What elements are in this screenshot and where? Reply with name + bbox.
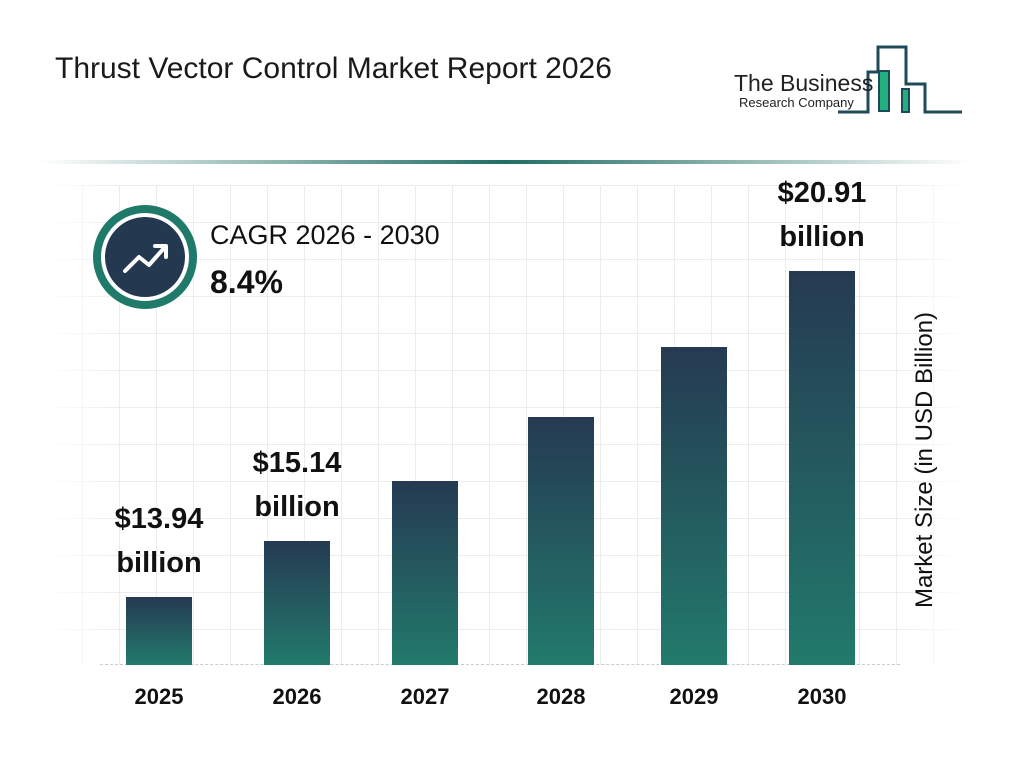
x-tick-label: 2030 [797, 684, 847, 709]
data-label-2030: $20.91 billion [777, 177, 867, 253]
logo-text-1: The Business [734, 70, 874, 96]
logo-text-2: Research Company [739, 95, 854, 110]
x-tick-label: 2026 [272, 684, 322, 709]
cagr-value: 8.4% [210, 264, 283, 300]
cagr-label: CAGR 2026 - 2030 [210, 220, 440, 250]
bar-2027 [392, 481, 458, 665]
bar-2025 [126, 597, 192, 665]
x-axis-baseline [100, 664, 900, 665]
x-tick-label: 2025 [134, 684, 184, 709]
x-tick-label: 2029 [669, 684, 719, 709]
divider [40, 160, 970, 164]
chart-title: Thrust Vector Control Market Report 2026 [55, 52, 612, 85]
data-label-2025: $13.94 billion [114, 503, 204, 579]
cagr-badge [93, 205, 197, 309]
logo-buildings-icon [838, 45, 962, 114]
company-logo: The Business Research Company [730, 44, 965, 116]
x-tick-label: 2028 [536, 684, 586, 709]
y-axis-label: Market Size (in USD Billion) [911, 311, 938, 609]
bar-2028 [528, 416, 594, 665]
bar-2026 [264, 540, 330, 665]
bar-2030 [789, 271, 855, 665]
x-tick-label: 2027 [400, 684, 450, 709]
trending-up-icon [123, 244, 168, 273]
bar-2029 [661, 346, 727, 665]
data-label-2026: $15.14 billion [252, 446, 342, 523]
